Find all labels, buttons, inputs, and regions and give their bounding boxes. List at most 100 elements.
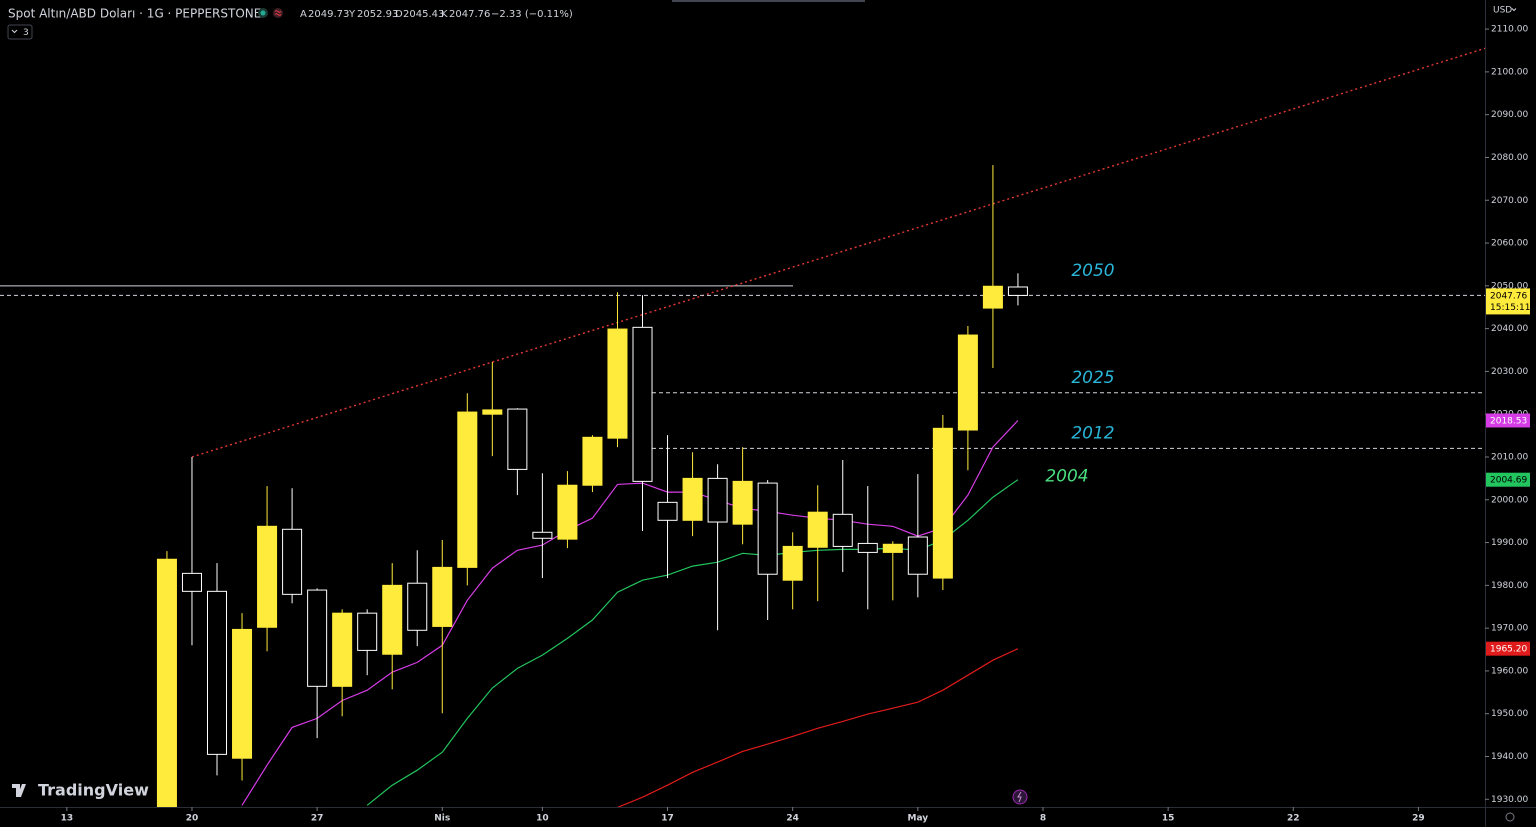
data-status-icon bbox=[274, 10, 282, 16]
candle-body bbox=[156, 558, 177, 807]
candle-body bbox=[732, 480, 753, 525]
y-tick-label: 2080.00 bbox=[1491, 153, 1528, 163]
level-label: 2004 bbox=[1045, 467, 1088, 487]
x-tick-label: May bbox=[908, 814, 929, 824]
candle-body bbox=[482, 409, 503, 415]
price-tag-label: 2004.69 bbox=[1490, 476, 1527, 486]
symbol-title: Spot Altın/ABD Doları · 1G · PEPPERSTONE bbox=[8, 7, 261, 21]
logo-text: TradingView bbox=[38, 781, 149, 800]
top-handle bbox=[672, 0, 865, 2]
currency[interactable]: USD bbox=[1493, 6, 1512, 16]
y-tick-label: 1950.00 bbox=[1491, 709, 1528, 719]
candle-body bbox=[782, 545, 803, 581]
indicator-count: 3 bbox=[23, 28, 29, 38]
ohlc-value: 2049.73 bbox=[308, 9, 349, 20]
level-label: 2050 bbox=[1071, 261, 1114, 281]
x-tick-label: 29 bbox=[1412, 814, 1425, 824]
y-tick-label: 1930.00 bbox=[1491, 795, 1528, 805]
candle-body bbox=[257, 525, 278, 628]
candle-body bbox=[757, 482, 778, 575]
candle-body bbox=[332, 612, 353, 687]
candle-body bbox=[307, 589, 328, 687]
settings-icon[interactable] bbox=[1505, 812, 1515, 822]
y-tick-label: 2060.00 bbox=[1491, 239, 1528, 249]
y-tick-label: 2050.00 bbox=[1491, 281, 1528, 291]
currency-chevron bbox=[1511, 8, 1517, 12]
candle-body bbox=[807, 511, 828, 548]
ohlc-label: D bbox=[395, 9, 403, 20]
price-tag-label: 1965.20 bbox=[1490, 645, 1527, 655]
moving-average bbox=[617, 648, 1019, 807]
current-price-label: 2047.76 bbox=[1490, 291, 1527, 301]
market-status-dot bbox=[260, 10, 266, 16]
plot-area: 2050 2025 2012 2004 bbox=[0, 47, 1485, 807]
ohlc-value: 2047.76 bbox=[449, 9, 490, 20]
ohlc-label: Y bbox=[348, 9, 356, 20]
candle-body bbox=[957, 334, 978, 431]
candle-body bbox=[557, 484, 578, 540]
candle-body bbox=[507, 408, 528, 470]
candle-body bbox=[532, 531, 553, 539]
candle-body bbox=[282, 528, 303, 595]
candle-body bbox=[932, 427, 953, 579]
chevron bbox=[11, 29, 18, 34]
y-tick-label: 2030.00 bbox=[1491, 367, 1528, 377]
x-tick-label: 13 bbox=[61, 814, 74, 824]
event-bolt bbox=[1017, 791, 1022, 803]
x-tick-label: 17 bbox=[661, 814, 674, 824]
candle-body bbox=[607, 328, 628, 439]
ohlc-label: A bbox=[300, 9, 307, 20]
y-tick-label: 1960.00 bbox=[1491, 666, 1528, 676]
level-label: 2012 bbox=[1071, 423, 1114, 443]
ohlc-change: −2.33 (−0.11%) bbox=[491, 9, 573, 20]
x-tick-label: 10 bbox=[536, 814, 549, 824]
y-tick-label: 1970.00 bbox=[1491, 624, 1528, 634]
countdown: 15:15:11 bbox=[1490, 303, 1530, 313]
y-tick-label: 2040.00 bbox=[1491, 324, 1528, 334]
candle-body bbox=[357, 612, 378, 651]
candle-body bbox=[1007, 286, 1028, 296]
y-tick-label: 2000.00 bbox=[1491, 495, 1528, 505]
y-tick-label: 2010.00 bbox=[1491, 452, 1528, 462]
x-tick-label: 8 bbox=[1040, 814, 1046, 824]
trendline bbox=[191, 47, 1485, 458]
candle-body bbox=[907, 536, 928, 575]
ohlc-value: 2045.43 bbox=[403, 9, 444, 20]
candle-body bbox=[432, 566, 453, 627]
candle-body bbox=[707, 477, 728, 523]
price-tag bbox=[1486, 472, 1530, 487]
candle-body bbox=[382, 584, 403, 655]
x-tick-label: 22 bbox=[1287, 814, 1300, 824]
axes: 1930.00 1940.00 1950.00 1960.00 1970.00 1980.… bbox=[61, 25, 1531, 824]
ohlc-label: K bbox=[441, 9, 448, 20]
y-tick-label: 2070.00 bbox=[1491, 196, 1528, 206]
moving-average bbox=[241, 420, 1019, 806]
price-tag-label: 2018.53 bbox=[1490, 416, 1527, 426]
y-tick-label: 1940.00 bbox=[1491, 752, 1528, 762]
candle-body bbox=[857, 542, 878, 553]
x-tick-label: Nis bbox=[434, 814, 450, 824]
candle-body bbox=[232, 628, 253, 759]
indicator-toggle[interactable] bbox=[7, 24, 33, 40]
candle-body bbox=[457, 411, 478, 568]
y-tick-label: 2110.00 bbox=[1491, 25, 1528, 35]
x-tick-label: 15 bbox=[1162, 814, 1175, 824]
data-status[interactable] bbox=[273, 8, 283, 18]
y-tick-label: 1980.00 bbox=[1491, 581, 1528, 591]
candle-body bbox=[982, 285, 1003, 309]
candle-body bbox=[407, 582, 428, 631]
y-tick-label: 2090.00 bbox=[1491, 110, 1528, 120]
candle-body bbox=[657, 501, 678, 521]
candle-body bbox=[181, 572, 202, 592]
logo-mark bbox=[12, 784, 26, 797]
candle-body bbox=[682, 477, 703, 521]
current-price-tag bbox=[1486, 288, 1530, 315]
price-tag bbox=[1486, 641, 1530, 656]
candle-body bbox=[206, 590, 228, 755]
x-tick-label: 27 bbox=[311, 814, 324, 824]
y-tick-label: 1990.00 bbox=[1491, 538, 1528, 548]
ohlc-value: 2052.93 bbox=[357, 9, 398, 20]
y-tick-label: 2100.00 bbox=[1491, 67, 1528, 77]
